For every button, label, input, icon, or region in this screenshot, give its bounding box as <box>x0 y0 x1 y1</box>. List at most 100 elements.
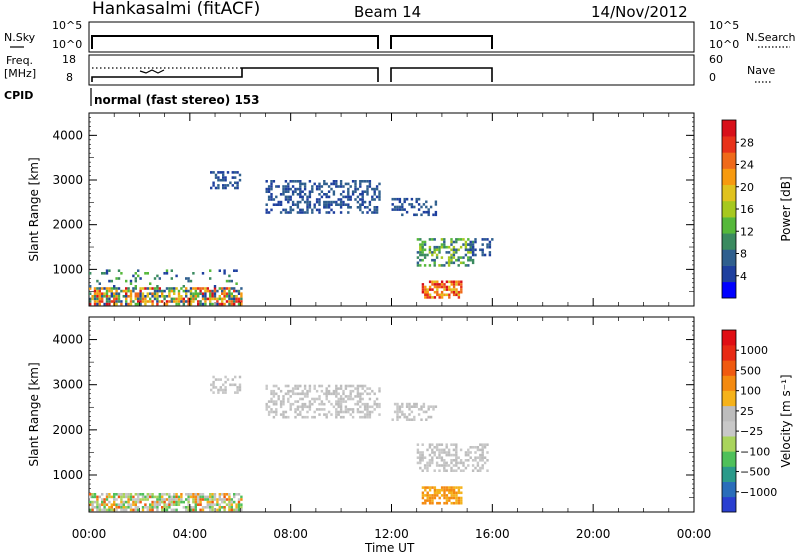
data-cell <box>101 498 104 501</box>
data-cell <box>349 395 352 398</box>
data-cell <box>327 410 331 414</box>
data-cell <box>483 446 487 449</box>
data-cell <box>435 448 439 452</box>
data-cell <box>267 185 271 188</box>
data-cell <box>361 384 364 388</box>
cpid-text: normal (fast stereo) 153 <box>94 93 260 107</box>
data-cell <box>240 300 243 303</box>
data-cell <box>158 277 161 280</box>
data-cell <box>187 300 190 303</box>
data-cell <box>426 448 429 452</box>
data-cell <box>342 392 345 396</box>
data-cell <box>221 300 224 303</box>
data-cell <box>445 446 448 449</box>
data-cell <box>236 391 239 394</box>
data-cell <box>134 277 137 280</box>
data-cell <box>163 289 166 293</box>
data-cell <box>137 292 140 295</box>
data-cell <box>296 405 300 409</box>
data-cell <box>462 261 465 265</box>
data-cell <box>218 287 221 290</box>
data-cell <box>182 500 185 504</box>
data-cell <box>153 297 157 301</box>
data-cell <box>410 203 414 206</box>
data-cell <box>393 410 397 414</box>
data-cell <box>433 451 436 454</box>
data-cell <box>137 300 140 303</box>
data-cell <box>224 391 227 394</box>
data-cell <box>342 190 345 193</box>
data-cell <box>235 300 238 303</box>
data-cell <box>149 282 152 285</box>
data-cell <box>443 486 446 489</box>
data-cell <box>267 198 271 201</box>
colorbar-label: Power [dB] <box>779 176 793 241</box>
data-cell <box>436 494 439 497</box>
data-cell <box>440 283 444 286</box>
data-cell <box>421 248 424 252</box>
data-cell <box>315 408 319 411</box>
data-cell <box>351 180 355 183</box>
colorbar-tick-label: 20 <box>740 181 754 194</box>
data-cell <box>213 289 217 293</box>
data-cell <box>405 210 409 214</box>
data-cell <box>122 500 125 504</box>
data-cell <box>375 397 379 401</box>
data-cell <box>393 197 397 201</box>
data-cell <box>363 415 367 419</box>
data-cell <box>462 461 465 465</box>
data-cell <box>173 287 176 290</box>
data-cell <box>115 277 118 280</box>
data-cell <box>361 203 364 206</box>
data-cell <box>235 269 238 272</box>
data-cell <box>117 277 121 280</box>
data-cell <box>170 495 173 499</box>
data-cell <box>272 180 276 183</box>
data-cell <box>214 176 218 179</box>
data-cell <box>294 203 297 206</box>
data-cell <box>356 400 360 403</box>
data-cell <box>149 297 152 301</box>
data-cell <box>210 383 213 387</box>
data-cell <box>189 292 193 295</box>
data-cell <box>199 292 202 295</box>
data-cell <box>170 287 173 290</box>
data-cell <box>337 400 340 403</box>
data-cell <box>359 400 362 403</box>
data-cell <box>204 292 207 295</box>
data-cell <box>315 185 319 188</box>
data-cell <box>231 378 234 381</box>
data-cell <box>282 397 285 401</box>
data-cell <box>455 240 458 244</box>
data-cell <box>318 208 321 212</box>
data-cell <box>332 405 336 409</box>
data-cell <box>218 503 221 506</box>
data-cell <box>308 387 312 390</box>
data-cell <box>161 500 164 504</box>
data-cell <box>279 405 283 409</box>
data-cell <box>139 300 142 303</box>
data-cell <box>426 469 429 472</box>
data-cell <box>173 495 176 499</box>
data-cell <box>189 506 193 509</box>
data-cell <box>359 415 362 419</box>
data-cell <box>368 410 372 414</box>
data-cell <box>153 503 157 506</box>
data-cell <box>156 289 159 293</box>
data-cell <box>429 205 433 209</box>
data-cell <box>428 293 432 297</box>
data-cell <box>120 500 123 504</box>
data-cell <box>342 200 345 204</box>
data-cell <box>433 290 437 294</box>
data-cell <box>413 418 416 421</box>
data-cell <box>452 253 456 257</box>
data-cell <box>267 413 271 416</box>
data-cell <box>226 171 230 174</box>
data-cell <box>469 243 472 246</box>
data-cell <box>134 506 137 509</box>
data-cell <box>474 466 477 470</box>
data-cell <box>378 413 381 416</box>
colorbar-tick-label: 25 <box>740 405 754 418</box>
data-cell <box>237 292 241 295</box>
data-cell <box>141 506 145 509</box>
